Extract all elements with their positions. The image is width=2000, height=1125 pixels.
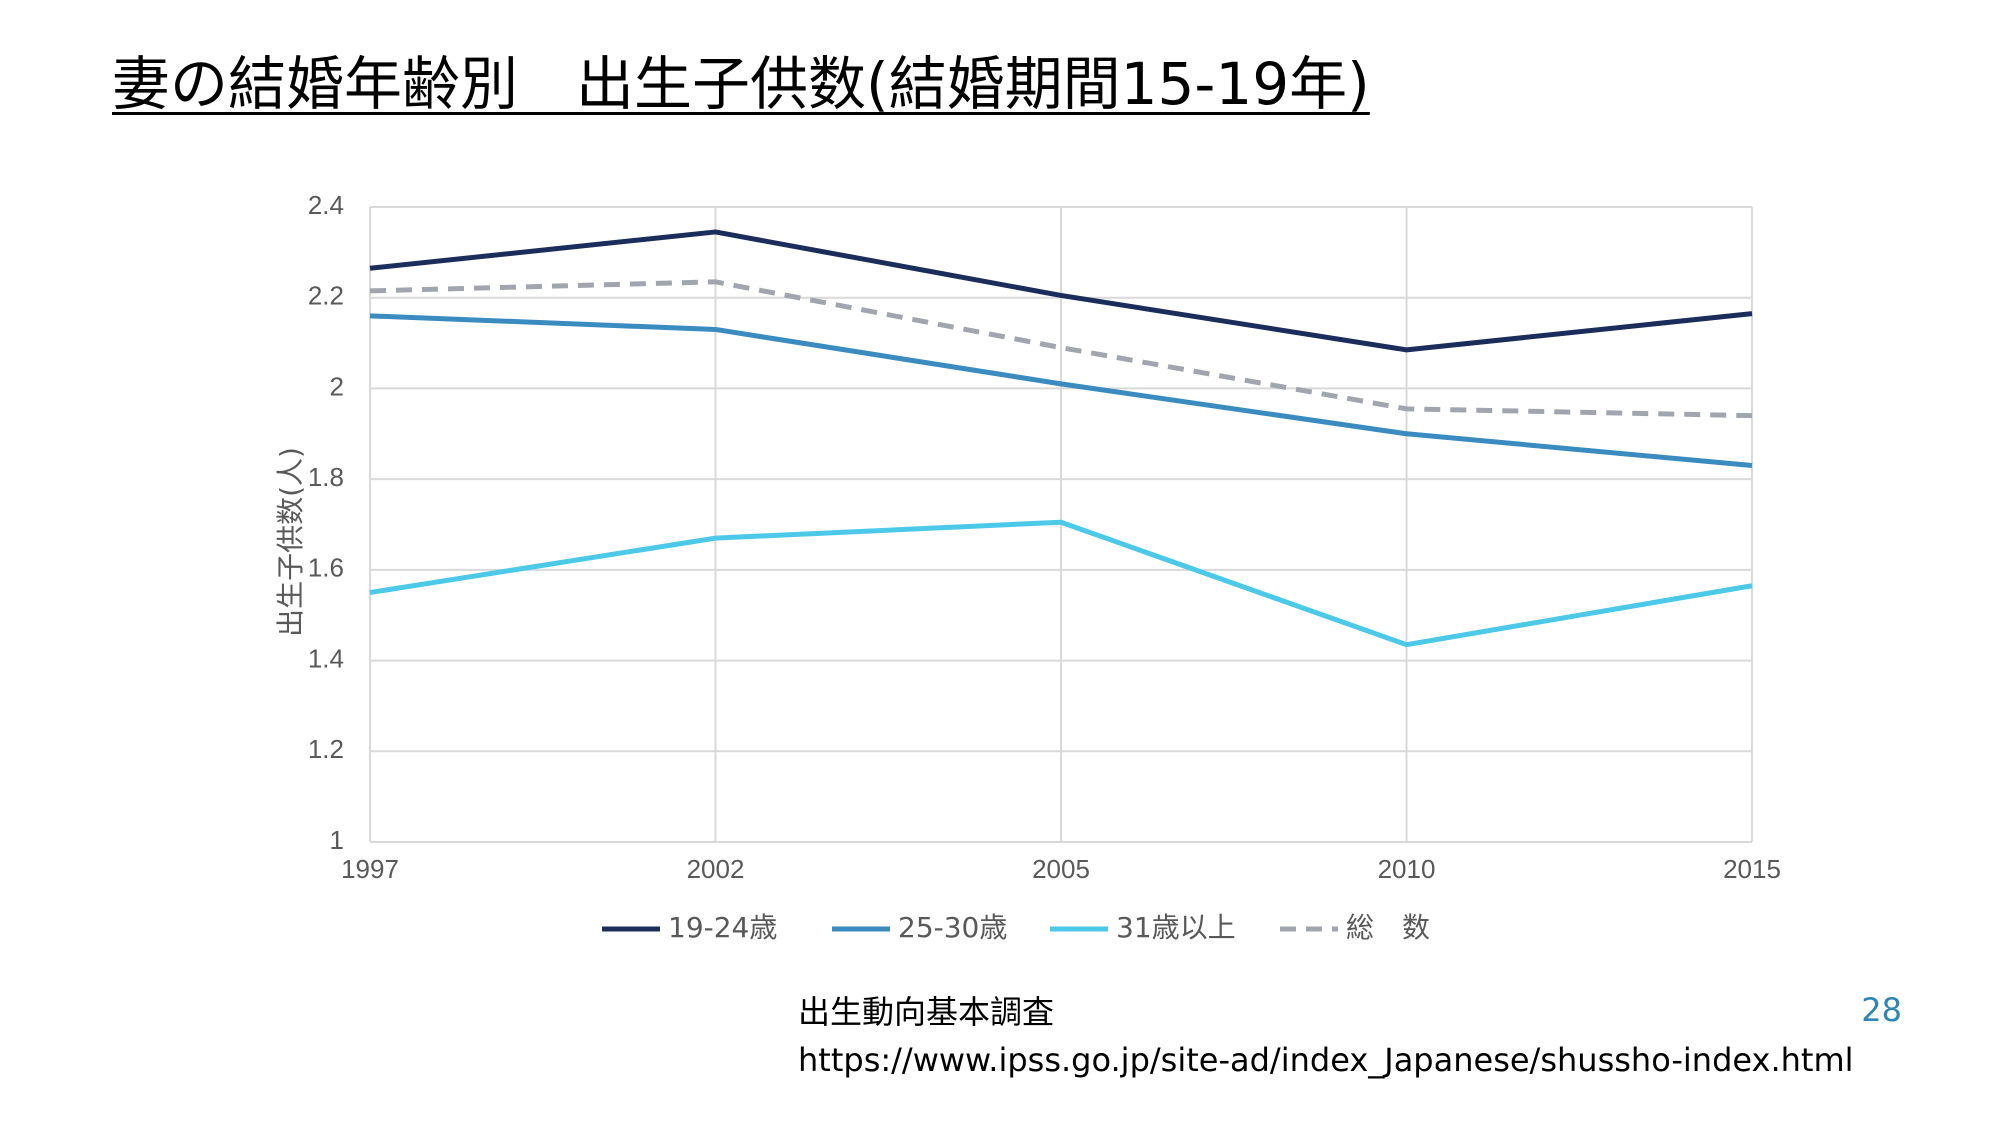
y-tick-label: 1.6 <box>308 553 344 583</box>
legend-label: 25-30歳 <box>898 911 1007 944</box>
page-number: 28 <box>1861 991 1902 1029</box>
y-tick-label: 1.8 <box>308 462 344 492</box>
y-tick-label: 1.4 <box>308 643 344 673</box>
y-tick-label: 2.2 <box>308 281 344 311</box>
chart-series <box>369 229 1753 648</box>
legend-label: 31歳以上 <box>1116 911 1236 944</box>
y-axis-ticks: 1 1.2 1.4 1.6 1.8 2 2.2 2.4 <box>308 190 344 855</box>
legend-label: 19-24歳 <box>668 911 777 944</box>
series-line-1 <box>369 229 1753 353</box>
slide-title: 妻の結婚年齢別 出生子供数(結婚期間15-19年) <box>112 50 1370 118</box>
source-label: 出生動向基本調査 <box>798 993 1055 1031</box>
y-axis-label: 出生子供数(人) <box>274 447 307 637</box>
x-tick-label: 2005 <box>1032 854 1090 884</box>
chart-legend: 19-24歳 25-30歳 31歳以上 総 数 <box>602 911 1430 944</box>
y-tick-label: 1.2 <box>308 734 344 764</box>
x-tick-label: 2015 <box>1723 854 1781 884</box>
legend-label: 総 数 <box>1346 911 1430 944</box>
y-tick-label: 1 <box>330 825 344 855</box>
source-url: https://www.ipss.go.jp/site-ad/index_Jap… <box>798 1041 1854 1079</box>
y-tick-label: 2.4 <box>308 190 344 220</box>
series-line-3 <box>369 519 1753 648</box>
x-axis-ticks: 1997 2002 2005 2010 2015 <box>341 854 1781 884</box>
x-tick-label: 2002 <box>687 854 745 884</box>
series-line-2 <box>369 313 1753 469</box>
y-tick-label: 2 <box>330 371 344 401</box>
x-tick-label: 2010 <box>1378 854 1436 884</box>
x-tick-label: 1997 <box>341 854 399 884</box>
